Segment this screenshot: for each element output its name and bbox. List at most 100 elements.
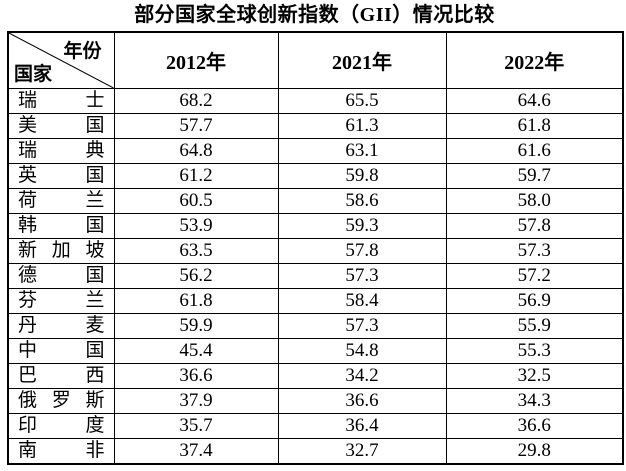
value-cell: 53.9 bbox=[113, 213, 279, 239]
table-row: 德国 56.2 57.3 57.2 bbox=[7, 263, 624, 289]
col-header-2012: 2012年 bbox=[113, 31, 279, 89]
country-name: 荷兰 bbox=[18, 190, 105, 211]
value-cell: 57.3 bbox=[277, 263, 447, 289]
country-cell: 南非 bbox=[7, 438, 115, 465]
value-cell: 35.7 bbox=[113, 413, 279, 439]
country-cell: 瑞士 bbox=[7, 88, 115, 114]
country-cell: 英国 bbox=[7, 163, 115, 189]
value-cell: 36.6 bbox=[445, 413, 624, 439]
value-cell: 57.7 bbox=[113, 113, 279, 139]
value-cell: 61.8 bbox=[113, 288, 279, 314]
value-cell: 58.4 bbox=[277, 288, 447, 314]
value-cell: 63.5 bbox=[113, 238, 279, 264]
value-cell: 58.6 bbox=[277, 188, 447, 214]
corner-label-year: 年份 bbox=[63, 41, 102, 62]
value-cell: 58.0 bbox=[445, 188, 624, 214]
country-cell: 俄罗斯 bbox=[7, 388, 115, 414]
table-row: 南非 37.4 32.7 29.8 bbox=[7, 438, 624, 465]
value-cell: 57.8 bbox=[445, 213, 624, 239]
value-cell: 37.4 bbox=[113, 438, 279, 465]
country-name: 中国 bbox=[18, 340, 105, 361]
value-cell: 36.4 bbox=[277, 413, 447, 439]
value-cell: 68.2 bbox=[113, 88, 279, 114]
value-cell: 34.3 bbox=[445, 388, 624, 414]
country-name: 韩国 bbox=[18, 215, 105, 236]
value-cell: 32.7 bbox=[277, 438, 447, 465]
corner-label-country: 国家 bbox=[14, 64, 53, 85]
value-cell: 45.4 bbox=[113, 338, 279, 364]
table-row: 俄罗斯 37.9 36.6 34.3 bbox=[7, 388, 624, 414]
table-row: 印度 35.7 36.4 36.6 bbox=[7, 413, 624, 439]
country-cell: 丹麦 bbox=[7, 313, 115, 339]
table-row: 美国 57.7 61.3 61.8 bbox=[7, 113, 624, 139]
country-cell: 德国 bbox=[7, 263, 115, 289]
value-cell: 36.6 bbox=[277, 388, 447, 414]
country-cell: 巴西 bbox=[7, 363, 115, 389]
value-cell: 57.3 bbox=[445, 238, 624, 264]
value-cell: 59.3 bbox=[277, 213, 447, 239]
corner-header-cell: 年份 国家 bbox=[7, 31, 115, 89]
country-name: 巴西 bbox=[18, 365, 105, 386]
value-cell: 63.1 bbox=[277, 138, 447, 164]
country-name: 瑞士 bbox=[18, 90, 105, 111]
diagonal-line bbox=[9, 33, 114, 88]
country-cell: 新加坡 bbox=[7, 238, 115, 264]
value-cell: 64.8 bbox=[113, 138, 279, 164]
table-row: 芬兰 61.8 58.4 56.9 bbox=[7, 288, 624, 314]
table-row: 瑞士 68.2 65.5 64.6 bbox=[7, 88, 624, 114]
country-cell: 芬兰 bbox=[7, 288, 115, 314]
value-cell: 64.6 bbox=[445, 88, 624, 114]
value-cell: 56.2 bbox=[113, 263, 279, 289]
value-cell: 57.8 bbox=[277, 238, 447, 264]
country-cell: 瑞典 bbox=[7, 138, 115, 164]
value-cell: 60.5 bbox=[113, 188, 279, 214]
table-row: 巴西 36.6 34.2 32.5 bbox=[7, 363, 624, 389]
header-row: 年份 国家 2012年 2021年 2022年 bbox=[7, 31, 624, 89]
value-cell: 57.3 bbox=[277, 313, 447, 339]
value-cell: 59.9 bbox=[113, 313, 279, 339]
page-title: 部分国家全球创新指数（GII）情况比较 bbox=[134, 4, 495, 26]
value-cell: 59.7 bbox=[445, 163, 624, 189]
country-cell: 韩国 bbox=[7, 213, 115, 239]
value-cell: 61.6 bbox=[445, 138, 624, 164]
col-header-2021: 2021年 bbox=[277, 31, 447, 89]
value-cell: 56.9 bbox=[445, 288, 624, 314]
value-cell: 36.6 bbox=[113, 363, 279, 389]
country-cell: 美国 bbox=[7, 113, 115, 139]
table-row: 瑞典 64.8 63.1 61.6 bbox=[7, 138, 624, 164]
gii-table: 年份 国家 2012年 2021年 2022年 瑞士 68.2 65.5 64.… bbox=[7, 31, 624, 465]
value-cell: 55.9 bbox=[445, 313, 624, 339]
country-name: 俄罗斯 bbox=[18, 390, 105, 411]
value-cell: 61.2 bbox=[113, 163, 279, 189]
country-name: 丹麦 bbox=[18, 315, 105, 336]
country-name: 南非 bbox=[18, 440, 105, 461]
value-cell: 32.5 bbox=[445, 363, 624, 389]
country-cell: 印度 bbox=[7, 413, 115, 439]
col-header-2022: 2022年 bbox=[445, 31, 624, 89]
value-cell: 57.2 bbox=[445, 263, 624, 289]
country-name: 瑞典 bbox=[18, 140, 105, 161]
table-row: 英国 61.2 59.8 59.7 bbox=[7, 163, 624, 189]
country-name: 英国 bbox=[18, 165, 105, 186]
value-cell: 61.8 bbox=[445, 113, 624, 139]
value-cell: 54.8 bbox=[277, 338, 447, 364]
value-cell: 55.3 bbox=[445, 338, 624, 364]
country-name: 印度 bbox=[18, 415, 105, 436]
table-row: 韩国 53.9 59.3 57.8 bbox=[7, 213, 624, 239]
table-row: 新加坡 63.5 57.8 57.3 bbox=[7, 238, 624, 264]
value-cell: 29.8 bbox=[445, 438, 624, 465]
country-cell: 中国 bbox=[7, 338, 115, 364]
value-cell: 34.2 bbox=[277, 363, 447, 389]
table-row: 荷兰 60.5 58.6 58.0 bbox=[7, 188, 624, 214]
country-name: 新加坡 bbox=[18, 240, 105, 261]
country-cell: 荷兰 bbox=[7, 188, 115, 214]
table-row: 中国 45.4 54.8 55.3 bbox=[7, 338, 624, 364]
value-cell: 59.8 bbox=[277, 163, 447, 189]
value-cell: 61.3 bbox=[277, 113, 447, 139]
country-name: 芬兰 bbox=[18, 290, 105, 311]
value-cell: 65.5 bbox=[277, 88, 447, 114]
value-cell: 37.9 bbox=[113, 388, 279, 414]
table-row: 丹麦 59.9 57.3 55.9 bbox=[7, 313, 624, 339]
country-name: 美国 bbox=[18, 115, 105, 136]
